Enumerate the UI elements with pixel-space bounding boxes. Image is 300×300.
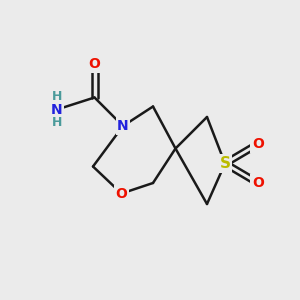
Text: N: N	[117, 119, 129, 133]
Text: O: O	[252, 137, 264, 151]
Text: N: N	[51, 103, 63, 116]
Text: O: O	[88, 58, 101, 71]
Text: O: O	[116, 187, 128, 200]
Text: H: H	[52, 116, 62, 129]
Text: O: O	[252, 176, 264, 190]
Text: H: H	[52, 90, 62, 104]
Text: S: S	[220, 156, 230, 171]
